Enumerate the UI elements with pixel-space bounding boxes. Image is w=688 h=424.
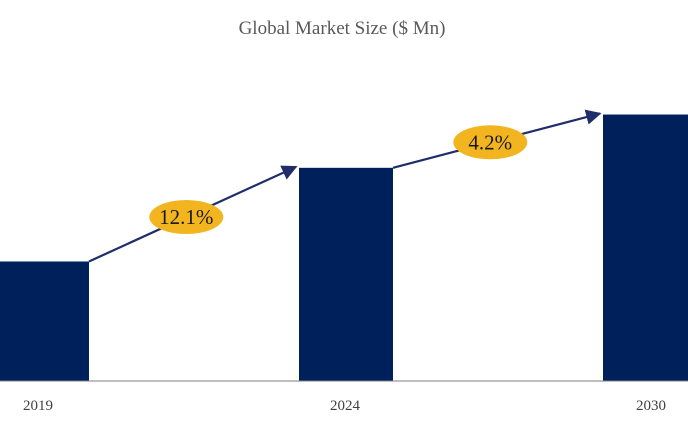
- cagr-label-2: 4.2%: [468, 130, 512, 154]
- bar-2019: [0, 261, 89, 381]
- x-tick-label-2019: 2019: [23, 398, 53, 414]
- x-tick-label-2024: 2024: [330, 398, 361, 414]
- bar-2030: [603, 114, 688, 382]
- cagr-badge-2: [453, 125, 528, 160]
- cagr-annotations: 12.1% 4.2%: [88, 109, 602, 263]
- x-tick-labels: 2019 2024 2030: [23, 398, 666, 414]
- cagr-label-1: 12.1%: [159, 205, 213, 229]
- bar-2024: [299, 167, 393, 381]
- bars-group: [0, 114, 688, 382]
- chart-title: Global Market Size ($ Mn): [239, 18, 446, 39]
- cagr-badge-1: [149, 199, 224, 234]
- x-tick-label-2030: 2030: [636, 398, 666, 414]
